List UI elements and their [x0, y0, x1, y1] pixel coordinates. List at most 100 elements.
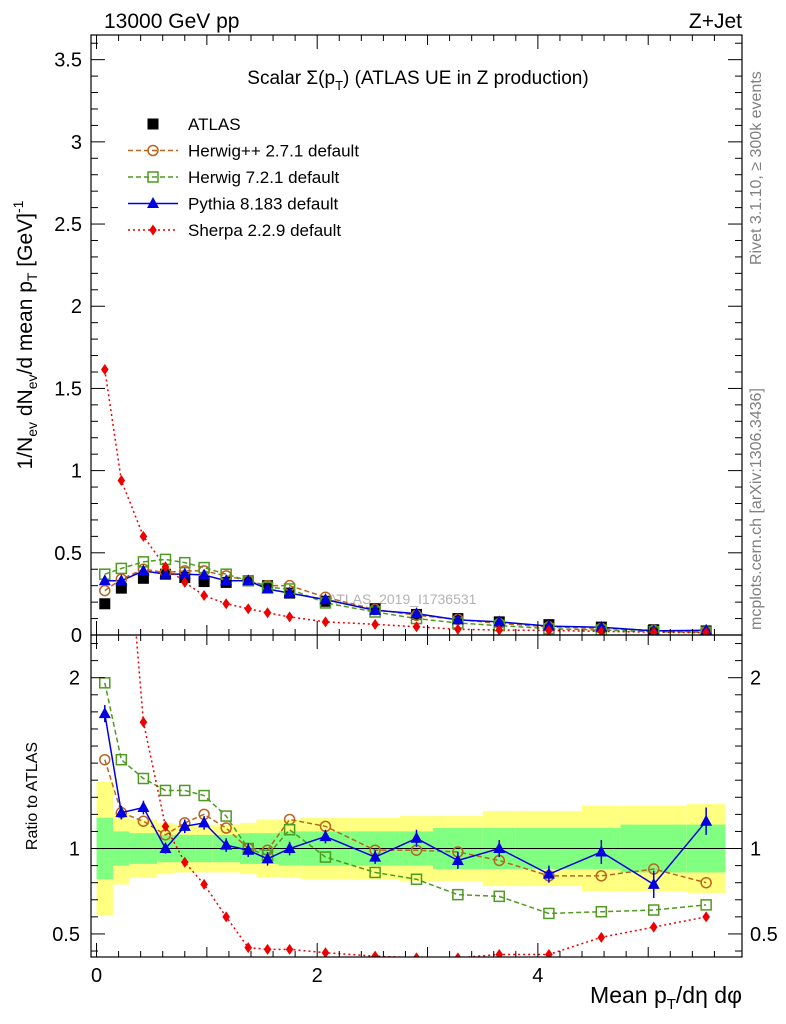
- ratio-point-pythia-1: [115, 806, 128, 818]
- ratio-point-pythia-18: [700, 814, 713, 826]
- main-point-sherpa-18: [702, 627, 710, 635]
- main-y-tick-label-0: 0: [71, 625, 82, 647]
- ratio-point-herwig7-17: [647, 904, 660, 916]
- main-point-pythia-11: [369, 603, 382, 615]
- legend-label-herwigpp: Herwig++ 2.7.1 default: [188, 142, 359, 161]
- main-point-pythia-1: [115, 574, 128, 586]
- ratio-point-sherpa-12: [413, 952, 420, 957]
- legend-label-pythia: Pythia 8.183 default: [188, 195, 339, 214]
- x-label-part-a: Mean p: [590, 982, 667, 1008]
- plot-title-subscript: T: [335, 78, 343, 93]
- main-point-sherpa-10: [321, 616, 330, 628]
- y-label-part-a: 1/N: [14, 437, 37, 470]
- ratio-y-tick-label-left-0: 0.5: [52, 924, 80, 946]
- analysis-watermark: ATLAS_2019_I1736531: [328, 591, 477, 607]
- main-point-herwigpp-0: [99, 584, 111, 597]
- ratio-point-pythia-7: [242, 843, 255, 855]
- ratio-point-herwig7-2: [137, 772, 150, 785]
- main-y-tick-label-3: 1.5: [54, 378, 82, 400]
- main-point-sherpa-15: [545, 624, 553, 635]
- main-point-sherpa-16: [597, 625, 606, 635]
- main-point-pythia-4: [178, 567, 191, 579]
- ratio-point-pythia-17: [647, 877, 660, 889]
- x-tick-label-0: 0: [91, 965, 102, 987]
- y-label-part-b: ev: [24, 422, 40, 437]
- plot-title-main: Scalar Σ(p: [247, 68, 335, 89]
- ratio-point-herwig7-3: [159, 784, 172, 797]
- ratio-point-pythia-8: [261, 852, 274, 864]
- legend: ATLAS Herwig++ 2.7.1 default Herwig 7.2.1 …: [128, 115, 359, 240]
- main-point-atlas-0: [99, 598, 111, 610]
- main-point-sherpa-14: [495, 624, 504, 635]
- main-point-sherpa-9: [285, 611, 294, 623]
- ratio-y-tick-label-right-2: 2: [750, 668, 761, 690]
- x-label-part-c: /dη dφ: [676, 982, 742, 1008]
- main-point-atlas-1: [115, 582, 127, 594]
- ratio-point-sherpa-5: [200, 878, 208, 890]
- ratio-point-herwigpp-0: [99, 753, 111, 766]
- ratio-point-herwig7-18: [700, 899, 712, 911]
- ratio-point-pythia-15: [542, 867, 555, 879]
- main-point-pythia-5: [198, 568, 211, 580]
- legend-marker-pythia: [147, 197, 159, 208]
- ratio-point-pythia-5: [198, 816, 211, 828]
- main-point-sherpa-0: [100, 364, 109, 376]
- ratio-point-sherpa-16: [597, 931, 606, 943]
- y-label-part-d: ev: [24, 374, 40, 389]
- ratio-point-sherpa-9: [285, 943, 294, 955]
- legend-marker-atlas: [147, 118, 159, 130]
- ratio-point-herwig7-5: [198, 789, 210, 802]
- ratio-point-sherpa-8: [263, 943, 272, 955]
- x-tick-label-1: 2: [312, 965, 323, 987]
- ratio-point-pythia-4: [178, 819, 191, 831]
- ratio-point-herwig7-10: [319, 851, 332, 863]
- ratio-point-sherpa-10: [321, 947, 330, 957]
- ratio-point-herwig7-1: [115, 753, 128, 766]
- main-point-sherpa-8: [263, 607, 272, 619]
- legend-label-herwig7: Herwig 7.2.1 default: [188, 168, 339, 187]
- legend-label-atlas: ATLAS: [188, 115, 241, 134]
- x-tick-label-2: 4: [532, 965, 543, 987]
- mcplots-reference-label: mcplots.cern.ch [arXiv:1306.3436]: [748, 388, 765, 630]
- main-point-sherpa-13: [454, 623, 462, 635]
- main-point-pythia-6: [220, 574, 233, 586]
- ratio-point-pythia-6: [220, 838, 233, 850]
- ratio-point-pythia-0: [98, 707, 111, 719]
- y-label-part-f: T: [24, 272, 40, 281]
- ratio-point-sherpa-15: [545, 948, 553, 957]
- ratio-point-pythia-11: [369, 850, 382, 862]
- main-point-sherpa-6: [222, 598, 230, 610]
- ratio-panel-frame: [90, 634, 743, 958]
- main-point-sherpa-5: [200, 590, 208, 602]
- main-point-pythia-10: [319, 593, 332, 605]
- ratio-point-pythia-14: [493, 842, 506, 854]
- y-label-part-e: /d mean p: [14, 281, 37, 374]
- ratio-point-pythia-16: [595, 845, 608, 857]
- main-y-tick-label-7: 3.5: [54, 50, 82, 72]
- ratio-point-herwig7-11: [369, 866, 381, 879]
- ratio-point-pythia-13: [451, 853, 464, 865]
- main-point-pythia-13: [451, 613, 464, 625]
- ratio-point-herwig7-13: [452, 888, 464, 901]
- ratio-point-herwig7-6: [220, 810, 232, 822]
- main-point-sherpa-7: [244, 603, 253, 615]
- ratio-point-sherpa-14: [495, 948, 504, 957]
- ratio-y-axis-label: Ratio to ATLAS: [24, 742, 41, 850]
- ratio-point-herwig7-14: [493, 890, 506, 903]
- ratio-point-herwigpp-6: [220, 822, 232, 834]
- main-point-herwig7-1: [115, 562, 128, 575]
- ratio-point-herwig7-9: [283, 823, 296, 836]
- legend-label-sherpa: Sherpa 2.2.9 default: [188, 221, 341, 240]
- main-point-sherpa-12: [412, 621, 421, 633]
- ratio-point-pythia-2: [137, 801, 150, 813]
- ratio-point-sherpa-3: [161, 820, 170, 832]
- main-y-tick-label-6: 3: [71, 132, 82, 154]
- ratio-point-sherpa-7: [244, 942, 253, 954]
- header-energy-label: 13000 GeV pp: [104, 10, 239, 33]
- ratio-point-herwig7-15: [543, 907, 555, 920]
- main-point-pythia-14: [493, 615, 506, 627]
- plot-title-rest: ) (ATLAS UE in Z production): [343, 68, 589, 89]
- main-point-pythia-0: [98, 574, 111, 586]
- ratio-point-pythia-10: [319, 830, 332, 842]
- ratio-point-herwig7-4: [179, 784, 191, 797]
